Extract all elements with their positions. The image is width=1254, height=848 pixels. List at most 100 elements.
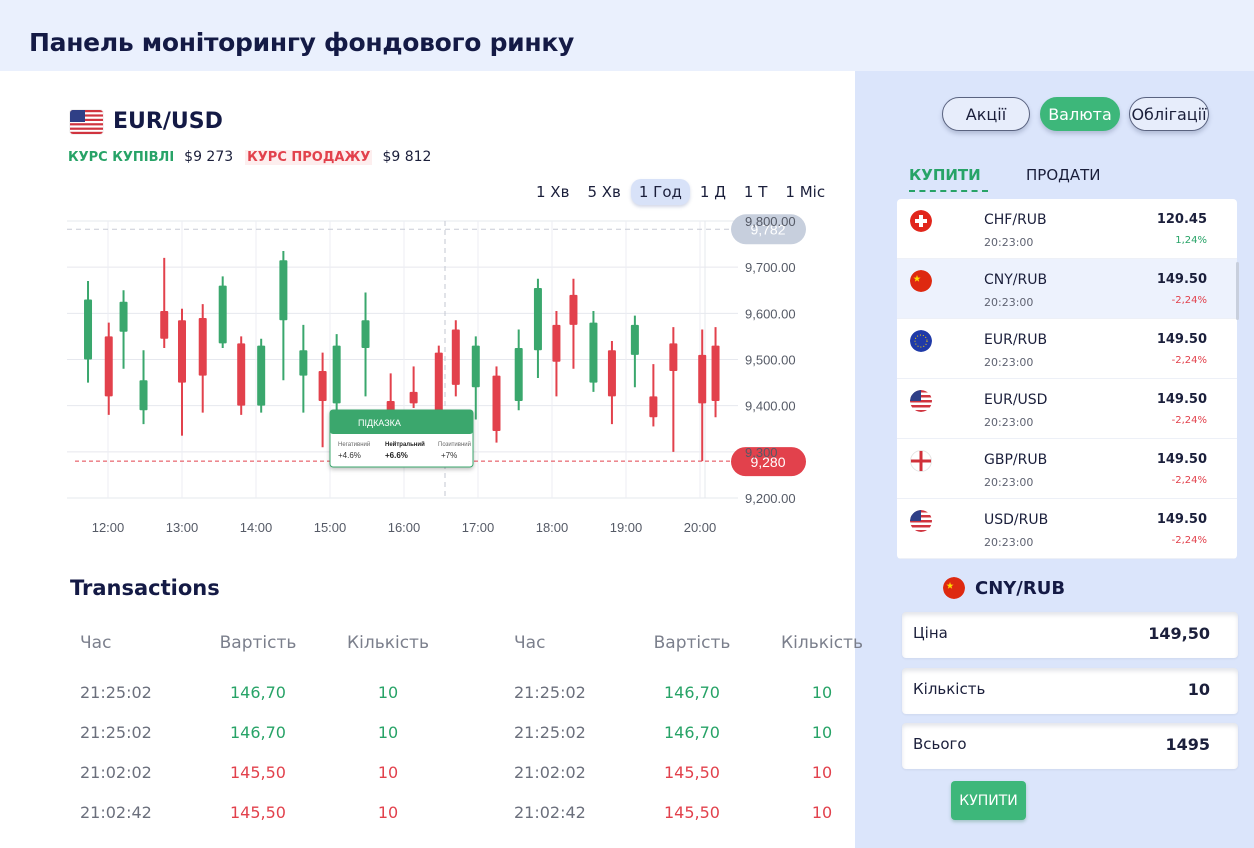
market-change: -2,24% xyxy=(1171,475,1207,486)
price-badge-high-label: 9,782 xyxy=(750,221,785,237)
timeframe-1hour[interactable]: 1 Год xyxy=(630,179,690,205)
candle-down[interactable] xyxy=(711,345,720,402)
candle-down[interactable] xyxy=(669,343,678,372)
asset-type-selector: Акції Валюта Облігації xyxy=(942,97,1209,131)
selected-pair-title: CNY/RUB xyxy=(975,577,1066,599)
market-change: -2,24% xyxy=(1171,295,1207,306)
tooltip-label-negative: Негативний xyxy=(338,441,370,448)
cell-qty: 10 xyxy=(811,762,833,782)
candle-down[interactable] xyxy=(198,317,207,376)
market-pair: EUR/RUB xyxy=(984,332,1048,348)
buy-button[interactable]: КУПИТИ xyxy=(951,781,1026,820)
market-time: 20:23:00 xyxy=(984,296,1034,309)
table-row: 21:02:02 145,50 10 xyxy=(80,752,460,792)
tooltip-label-positive: Позитивний xyxy=(438,441,471,448)
y-tick-label: 9,600.00 xyxy=(745,306,796,321)
market-row-eur-usd[interactable]: EUR/USD 20:23:00 149.50 -2,24% xyxy=(897,379,1237,439)
x-tick-label: 15:00 xyxy=(314,520,347,535)
table-row: 21:25:02 146,70 10 xyxy=(514,712,894,752)
tab-sell[interactable]: ПРОДАТИ xyxy=(1026,166,1101,184)
price-badge-high xyxy=(731,214,806,245)
candle-down[interactable] xyxy=(178,320,186,383)
y-tick-label: 9,400.00 xyxy=(745,399,796,414)
candle-up[interactable] xyxy=(471,345,480,388)
cell-qty: 10 xyxy=(377,802,399,822)
candle-down[interactable] xyxy=(237,343,246,406)
y-tick-label: 9,500.00 xyxy=(745,353,796,368)
candle-down[interactable] xyxy=(492,375,501,432)
x-tick-label: 14:00 xyxy=(240,520,273,535)
candle-up[interactable] xyxy=(257,345,266,406)
candle-up[interactable] xyxy=(119,301,128,332)
market-price: 149.50 xyxy=(1156,272,1207,287)
y-tick-label: 9,700.00 xyxy=(745,260,796,275)
sell-rate-value: $9 812 xyxy=(382,149,432,165)
candle-up[interactable] xyxy=(279,260,288,321)
sell-rate-label: КУРС ПРОДАЖУ xyxy=(245,149,373,165)
price-value: 149,50 xyxy=(1148,624,1210,643)
candle-down[interactable] xyxy=(698,354,707,404)
candle-down[interactable] xyxy=(649,396,658,418)
candle-up[interactable] xyxy=(514,347,523,402)
candle-down[interactable] xyxy=(104,336,113,397)
timeframe-1min[interactable]: 1 Хв xyxy=(536,183,570,201)
cell-qty: 10 xyxy=(811,682,833,702)
cell-price: 146,70 xyxy=(230,682,286,702)
us-flag-icon xyxy=(70,110,103,134)
candle-down[interactable] xyxy=(434,352,443,425)
candle-down[interactable] xyxy=(409,391,418,404)
trade-tabs: КУПИТИ ПРОДАТИ xyxy=(909,166,1101,192)
header-bar: Панель моніторингу фондового ринку xyxy=(0,0,1254,71)
candle-down[interactable] xyxy=(318,371,327,402)
table-row: 21:25:02 146,70 10 xyxy=(80,712,460,752)
candle-up[interactable] xyxy=(139,380,148,411)
candle-up[interactable] xyxy=(299,350,308,376)
market-row-chf-rub[interactable]: CHF/RUB 20:23:00 120.45 1,24% xyxy=(897,199,1237,259)
cell-qty: 10 xyxy=(811,802,833,822)
candle-up[interactable] xyxy=(218,285,227,344)
column-price: Вартість xyxy=(653,633,731,653)
tab-bonds[interactable]: Облігації xyxy=(1129,97,1209,131)
market-row-usd-rub[interactable]: USD/RUB 20:23:00 149.50 -2,24% xyxy=(897,499,1237,559)
total-value: 1495 xyxy=(1165,735,1210,754)
us-flag-icon xyxy=(910,510,932,532)
market-list-scrollbar[interactable] xyxy=(1236,262,1239,320)
candle-down[interactable] xyxy=(451,329,460,385)
cell-qty: 10 xyxy=(811,722,833,742)
candlestick-chart[interactable]: 9,782 9,280 9,800.00 9,700.00 9,600.00 9,500… xyxy=(0,200,855,550)
column-qty: Кількість xyxy=(781,633,863,653)
candle-up[interactable] xyxy=(630,324,639,355)
market-change: -2,24% xyxy=(1171,535,1207,546)
market-time: 20:23:00 xyxy=(984,236,1034,249)
market-row-gbp-rub[interactable]: GBP/RUB 20:23:00 149.50 -2,24% xyxy=(897,439,1237,499)
market-row-cny-rub[interactable]: CNY/RUB 20:23:00 149.50 -2,24% xyxy=(897,259,1237,319)
market-price: 149.50 xyxy=(1156,332,1207,347)
tab-stocks[interactable]: Акції xyxy=(942,97,1030,131)
tab-buy[interactable]: КУПИТИ xyxy=(909,166,988,192)
timeframe-5min[interactable]: 5 Хв xyxy=(587,183,621,201)
x-tick-label: 17:00 xyxy=(462,520,495,535)
tooltip-value-neutral: +6.6% xyxy=(385,451,408,460)
timeframe-1week[interactable]: 1 Т xyxy=(743,183,768,201)
candle-up[interactable] xyxy=(84,299,93,360)
selected-pair: CNY/RUB xyxy=(943,577,1065,599)
candle-down[interactable] xyxy=(552,324,561,362)
timeframe-1day[interactable]: 1 Д xyxy=(699,183,726,201)
cell-price: 145,50 xyxy=(230,802,286,822)
tab-currency[interactable]: Валюта xyxy=(1040,97,1120,131)
candle-up[interactable] xyxy=(589,322,598,383)
candle-up[interactable] xyxy=(332,345,341,404)
candle-up[interactable] xyxy=(361,320,370,348)
market-list: CHF/RUB 20:23:00 120.45 1,24% CNY/RUB 20:23:0… xyxy=(897,199,1237,559)
candle-up[interactable] xyxy=(533,287,542,351)
quantity-field[interactable]: Кількість 10 xyxy=(902,668,1238,714)
timeframe-1month[interactable]: 1 Міс xyxy=(785,183,826,201)
market-pair: EUR/USD xyxy=(984,392,1048,408)
cell-price: 146,70 xyxy=(230,722,286,742)
tooltip-value-negative: +4.6% xyxy=(338,451,361,460)
candle-down[interactable] xyxy=(607,350,616,397)
market-row-eur-rub[interactable]: EUR/RUB 20:23:00 149.50 -2,24% xyxy=(897,319,1237,379)
candle-down[interactable] xyxy=(569,294,578,325)
candle-down[interactable] xyxy=(160,311,169,339)
price-field[interactable]: Ціна 149,50 xyxy=(902,612,1238,658)
